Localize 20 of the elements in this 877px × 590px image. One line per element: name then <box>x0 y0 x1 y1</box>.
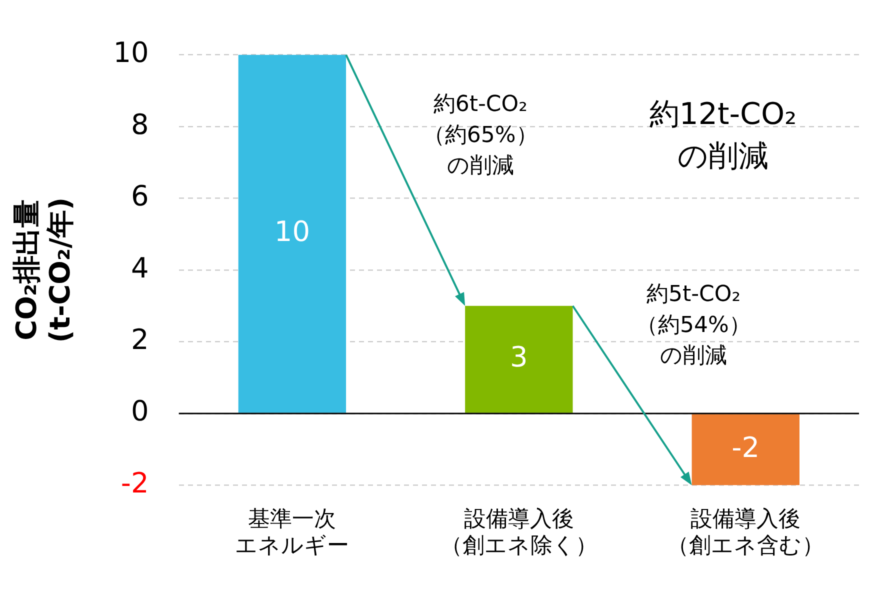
data-label: -2 <box>732 430 760 464</box>
y-tick-label: 6 <box>131 180 149 213</box>
y-tick-label: 0 <box>131 394 149 428</box>
y-tick-label: 10 <box>113 36 149 70</box>
x-tick-label: 基準一次エネルギー <box>235 507 350 559</box>
y-tick-label: 4 <box>131 251 149 284</box>
bar <box>238 54 346 413</box>
y-tick-label: 2 <box>131 323 149 356</box>
annotation: 約5t-CO₂（約54%）の削減 <box>636 282 751 369</box>
data-label: 3 <box>510 340 528 374</box>
y-tick-label: 8 <box>131 108 149 141</box>
y-axis-title: CO₂排出量 (t-CO₂/年) <box>10 197 77 343</box>
bar <box>465 306 573 413</box>
annotation: 約6t-CO₂（約65%）の削減 <box>422 92 538 179</box>
data-label: 10 <box>274 215 310 248</box>
bar <box>692 414 800 486</box>
y-tick-label: -2 <box>120 466 149 500</box>
x-tick-label: 設備導入後（創エネ除く） <box>440 507 598 559</box>
annotation: 約12t-CO₂の削減 <box>649 97 797 174</box>
x-tick-label: 設備導入後（創エネ含む） <box>667 507 824 559</box>
